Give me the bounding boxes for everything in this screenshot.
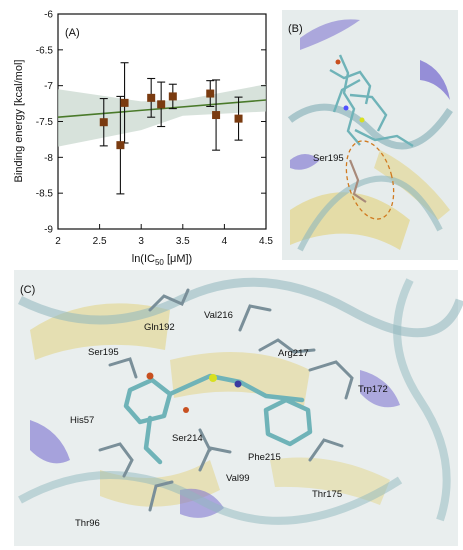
residue-label: Ser195 <box>88 347 119 358</box>
y-axis-ticks: -6 -6.5 -7 -7.5 -8 -8.5 -9 <box>36 10 266 236</box>
coil-strand <box>297 175 443 252</box>
coil-strand <box>18 471 403 525</box>
confidence-band <box>58 84 266 147</box>
residue-label: Ser214 <box>172 433 203 444</box>
data-point <box>234 114 243 123</box>
residue-sidechains <box>98 288 354 512</box>
ligand-heteroatoms <box>146 372 242 413</box>
coil-strand <box>287 103 453 150</box>
regression-line <box>57 99 267 118</box>
residue-label: Phe215 <box>248 452 281 463</box>
ligand-sticks <box>123 373 313 465</box>
helix-ribbon <box>360 370 400 408</box>
sheet-ribbon <box>374 150 450 220</box>
x-tick-label: 4 <box>222 236 228 247</box>
residue-label: Val216 <box>204 310 233 321</box>
panel-c-label: (C) <box>20 284 35 296</box>
residue-label-ser195-b: Ser195 <box>313 153 344 164</box>
x-axis-title: ln(IC50 [μM]) <box>132 253 192 267</box>
confidence-band-area <box>58 84 266 147</box>
residue-label: Val99 <box>226 473 250 484</box>
data-point <box>147 93 156 102</box>
residue-label: Trp172 <box>358 384 388 395</box>
y-tick-label: -6.5 <box>36 45 54 56</box>
y-tick-label: -9 <box>44 225 53 236</box>
data-point <box>212 111 221 120</box>
data-point <box>116 141 125 150</box>
data-point <box>99 118 108 127</box>
helix-ribbon <box>300 19 360 50</box>
residue-label: Arg217 <box>278 348 309 359</box>
panel-b: (B) Ser195 <box>282 10 458 260</box>
data-point <box>206 89 215 98</box>
coil-strand <box>17 277 463 338</box>
binding-pocket-outline <box>345 140 395 220</box>
y-tick-label: -8 <box>44 153 53 164</box>
helix-ribbon <box>30 420 70 464</box>
panel-a: 2 2.5 3 3.5 4 4.5 -6 -6.5 -7 -7.5 -8 -8.5 -9 (A) ln… <box>13 10 273 268</box>
panel-b-label: (B) <box>288 23 303 35</box>
x-tick-label: 4.5 <box>259 236 273 247</box>
helix-ribbon <box>420 60 450 100</box>
residue-label: Gln192 <box>144 322 175 333</box>
panel-a-label: (A) <box>65 27 80 39</box>
x-tick-label: 3.5 <box>176 236 190 247</box>
x-tick-label: 2.5 <box>93 236 107 247</box>
data-point <box>168 92 177 101</box>
y-tick-label: -7 <box>44 81 53 92</box>
helix-ribbon <box>290 154 320 170</box>
sheet-ribbon <box>290 192 410 250</box>
data-point <box>120 98 129 107</box>
x-tick-label: 2 <box>55 236 61 247</box>
y-tick-label: -8.5 <box>36 189 54 200</box>
y-tick-label: -6 <box>44 10 53 21</box>
residue-label: His57 <box>70 415 94 426</box>
residue-label: Thr96 <box>75 518 100 529</box>
y-tick-label: -7.5 <box>36 117 54 128</box>
ligand-heteroatoms <box>335 59 365 123</box>
sheet-ribbon <box>170 352 310 406</box>
data-points <box>99 89 243 150</box>
ligand-cluster <box>329 54 414 148</box>
coil-strand <box>393 278 451 522</box>
x-tick-label: 3 <box>138 236 144 247</box>
residue-label: Thr175 <box>312 489 342 500</box>
sheet-ribbon <box>270 457 390 505</box>
serine-sidechain <box>348 159 367 203</box>
y-axis-title: Binding energy [kcal/mol] <box>13 60 25 183</box>
data-point <box>157 100 166 109</box>
x-axis-ticks: 2 2.5 3 3.5 4 4.5 <box>55 224 273 247</box>
panel-c: (C) Gln192 Val216 Ser195 Arg217 Trp172 H… <box>14 270 463 546</box>
fit-line <box>57 99 267 118</box>
